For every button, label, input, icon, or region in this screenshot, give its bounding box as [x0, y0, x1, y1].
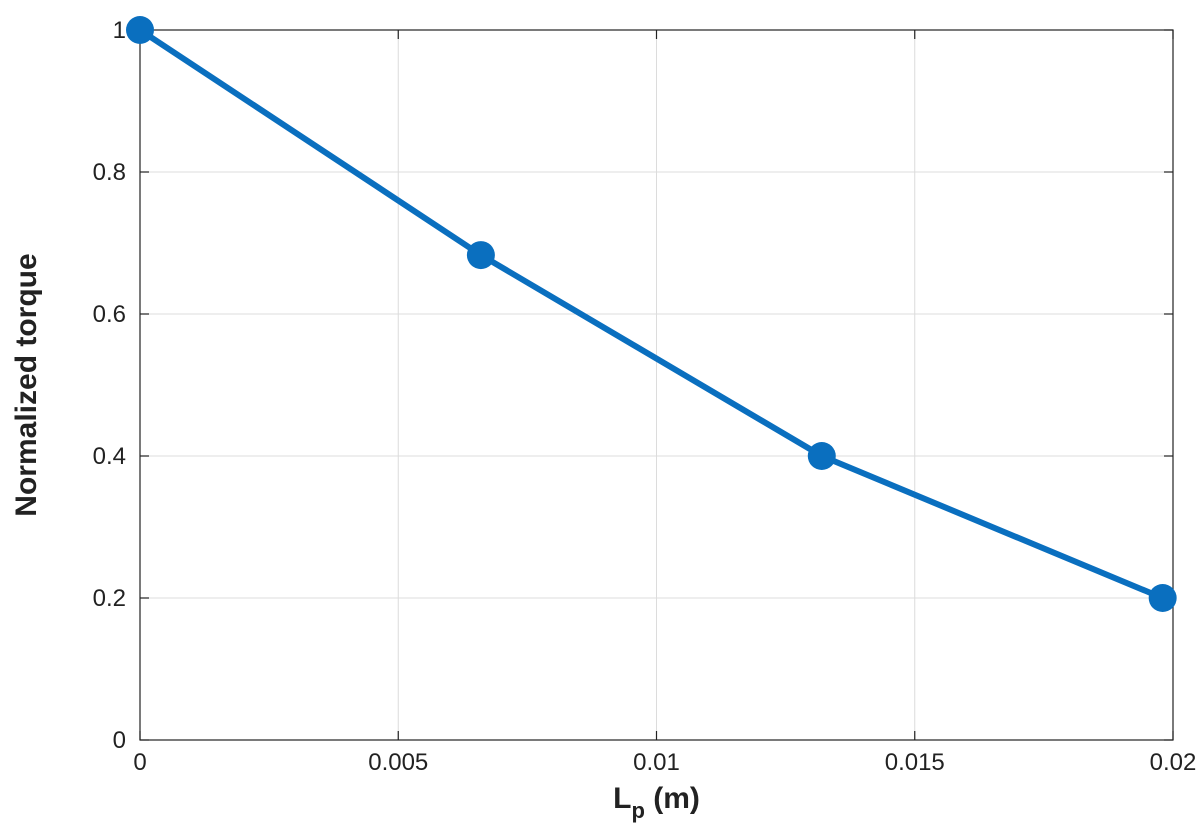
x-axis-label-unit: (m)	[645, 782, 700, 815]
y-tick-label: 0.6	[93, 301, 126, 328]
x-tick-label: 0.015	[885, 749, 945, 776]
y-tick-label: 0.8	[93, 159, 126, 186]
y-tick-labels: 0 0.2 0.4 0.6 0.8 1	[93, 17, 126, 754]
x-tick-label: 0.02	[1150, 749, 1197, 776]
series-line	[137, 27, 1166, 601]
data-point	[1148, 584, 1177, 612]
series-layer	[126, 16, 1177, 612]
x-tick-label: 0.01	[633, 749, 680, 776]
grid-lines	[139, 29, 1174, 741]
y-axis-label: Normalized torque	[10, 253, 43, 516]
x-tick-label: 0	[133, 749, 146, 776]
x-axis-label-main: L	[613, 782, 631, 815]
x-axis-label-subscript: p	[631, 798, 644, 823]
y-tick-label: 0.2	[93, 585, 126, 612]
x-tick-labels: 0 0.005 0.01 0.015 0.02	[133, 749, 1196, 776]
y-tick-label: 1	[113, 17, 126, 44]
y-tick-label: 0	[113, 727, 126, 754]
x-tick-label: 0.005	[368, 749, 428, 776]
data-point	[807, 442, 836, 470]
y-tick-label: 0.4	[93, 443, 126, 470]
x-axis-label: Lp (m)	[613, 782, 700, 823]
data-point	[466, 241, 495, 270]
data-point	[126, 16, 154, 44]
